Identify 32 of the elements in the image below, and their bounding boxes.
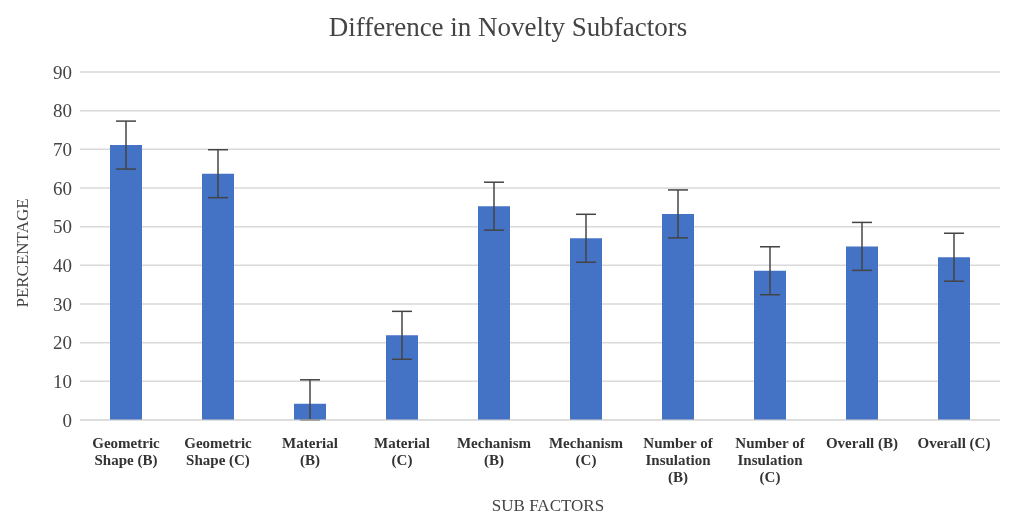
x-tick-label: Overall (B) bbox=[825, 434, 899, 452]
y-axis-title: PERCENTAGE bbox=[13, 197, 33, 308]
bar bbox=[110, 145, 142, 420]
bar bbox=[754, 270, 786, 420]
bar bbox=[570, 238, 602, 420]
bar bbox=[662, 213, 694, 420]
bar bbox=[202, 173, 234, 420]
x-tick-label: Geometric Shape (C) bbox=[184, 434, 253, 469]
y-tick-label: 20 bbox=[53, 332, 72, 354]
bar bbox=[478, 206, 510, 420]
y-tick-label: 40 bbox=[53, 255, 72, 277]
y-tick-label: 70 bbox=[53, 139, 72, 161]
y-tick-label: 10 bbox=[53, 371, 72, 393]
y-tick-label: 0 bbox=[62, 409, 72, 431]
y-tick-label: 30 bbox=[53, 293, 72, 315]
x-tick-label: Mechanism (B) bbox=[456, 434, 532, 469]
bar bbox=[386, 335, 418, 420]
bar bbox=[938, 257, 970, 420]
x-tick-label: Number of Insulation (C) bbox=[735, 434, 806, 486]
x-tick-label: Number of Insulation (B) bbox=[643, 434, 714, 486]
y-tick-label: 50 bbox=[53, 216, 72, 238]
y-tick-label: 90 bbox=[53, 61, 72, 83]
x-axis-title: SUB FACTORS bbox=[490, 496, 606, 516]
x-tick-label: Geometric Shape (B) bbox=[92, 434, 161, 469]
y-tick-label: 60 bbox=[53, 177, 72, 199]
x-tick-label: Material (C) bbox=[374, 434, 430, 469]
chart-title: Difference in Novelty Subfactors bbox=[327, 12, 689, 43]
x-tick-label: Material (B) bbox=[282, 434, 338, 469]
y-tick-label: 80 bbox=[53, 100, 72, 122]
bar bbox=[846, 246, 878, 420]
x-tick-label: Mechanism (C) bbox=[548, 434, 624, 469]
x-tick-label: Overall (C) bbox=[917, 434, 991, 452]
